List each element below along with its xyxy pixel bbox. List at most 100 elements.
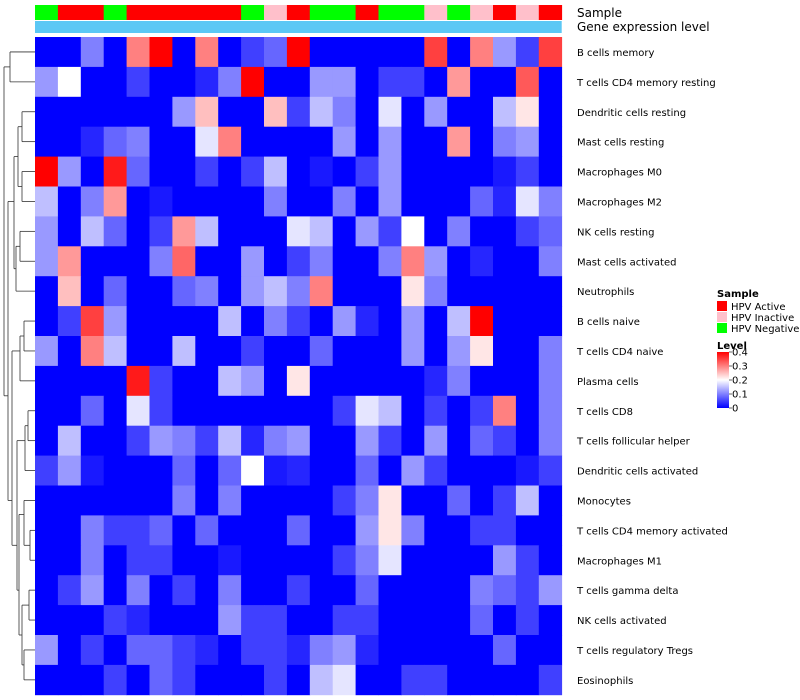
heatmap-cell <box>80 96 105 128</box>
heatmap-cell <box>195 66 219 98</box>
sample-annotation-cell <box>172 5 196 20</box>
heatmap-cell <box>241 336 265 367</box>
sample-annotation-cell <box>309 5 334 20</box>
heatmap-cell <box>126 395 150 427</box>
row-label: NK cells resting <box>577 227 654 238</box>
heatmap-cell <box>424 605 448 636</box>
heatmap-cell <box>264 246 288 277</box>
heatmap-cell <box>57 545 82 576</box>
heatmap-cell <box>103 156 127 187</box>
heatmap-cell <box>126 605 150 636</box>
heatmap-cell <box>126 515 150 546</box>
heatmap-cell <box>538 605 563 636</box>
heatmap-cell <box>515 276 540 307</box>
heatmap-cell <box>538 126 563 157</box>
heatmap-cell <box>309 635 334 666</box>
heatmap-cell <box>378 545 402 576</box>
heatmap-cell <box>470 515 494 546</box>
heatmap-cell <box>355 455 379 486</box>
heatmap-cell <box>493 66 517 98</box>
heatmap-cell <box>35 246 59 277</box>
heatmap-cell <box>309 246 334 277</box>
row-label: T cells CD4 naive <box>576 347 663 358</box>
row-label: T cells follicular helper <box>576 437 691 448</box>
heatmap-cell <box>538 66 563 98</box>
heatmap-cell <box>355 365 379 397</box>
heatmap-cell <box>538 365 563 397</box>
row-dendrogram <box>3 51 35 681</box>
legend-level-title: Level <box>717 341 747 352</box>
heatmap-cell <box>401 545 425 576</box>
heatmap-cell <box>401 216 425 247</box>
heatmap-cell <box>149 276 173 307</box>
heatmap-cell <box>172 545 196 576</box>
heatmap-cell <box>195 515 219 546</box>
heatmap-cell <box>149 365 173 397</box>
heatmap-cell <box>538 156 563 187</box>
heatmap-cell <box>57 306 82 337</box>
heatmap-cell <box>126 96 150 128</box>
heatmap-cell <box>218 395 242 427</box>
heatmap-cell <box>172 96 196 128</box>
heatmap-cell <box>538 425 563 456</box>
heatmap-cell <box>103 365 127 397</box>
heatmap-cell <box>470 336 494 367</box>
legend-level-tick-label: 0.4 <box>732 348 748 359</box>
heatmap-cell <box>378 515 402 546</box>
heatmap-cell <box>493 664 517 696</box>
heatmap-cell <box>447 336 471 367</box>
heatmap-cell <box>286 425 311 456</box>
heatmap-cell <box>378 605 402 636</box>
heatmap-cell <box>538 306 563 337</box>
heatmap-cell <box>470 365 494 397</box>
heatmap-cell <box>218 216 242 247</box>
heatmap-cell <box>35 186 59 217</box>
heatmap-cell <box>103 425 127 456</box>
heatmap-cell <box>309 156 334 187</box>
row-label: T cells CD4 memory activated <box>576 526 728 537</box>
heatmap-cell <box>218 336 242 367</box>
heatmap-cell <box>241 306 265 337</box>
heatmap-cell <box>57 37 82 68</box>
heatmap-cell <box>538 276 563 307</box>
heatmap-cell <box>126 455 150 486</box>
heatmap-cell <box>309 365 334 397</box>
heatmap-cell <box>103 246 127 277</box>
heatmap-cell <box>264 515 288 546</box>
heatmap-cell <box>218 545 242 576</box>
row-label: B cells memory <box>577 48 654 59</box>
heatmap-cell <box>355 216 379 247</box>
heatmap-cell <box>264 605 288 636</box>
heatmap-cell <box>401 575 425 606</box>
heatmap-cell <box>172 664 196 696</box>
row-label: T cells CD4 memory resting <box>576 78 716 89</box>
heatmap-cell <box>332 365 356 397</box>
heatmap-cell <box>103 635 127 666</box>
heatmap-cell <box>470 246 494 277</box>
heatmap-cell <box>447 156 471 187</box>
heatmap-cell <box>309 216 334 247</box>
heatmap-cell <box>493 276 517 307</box>
heatmap-cell <box>447 37 471 68</box>
heatmap-cell <box>286 96 311 128</box>
heatmap-cell <box>470 276 494 307</box>
heatmap-cell <box>80 156 105 187</box>
heatmap-cell <box>172 575 196 606</box>
heatmap-cell <box>515 66 540 98</box>
heatmap-cell <box>515 126 540 157</box>
sample-annotation-label: Sample <box>577 6 622 20</box>
heatmap-cell <box>332 216 356 247</box>
heatmap-cell <box>172 635 196 666</box>
heatmap-cell <box>172 186 196 217</box>
heatmap-cell <box>241 66 265 98</box>
heatmap-cell <box>355 515 379 546</box>
heatmap-cell <box>470 575 494 606</box>
heatmap-cell <box>538 515 563 546</box>
heatmap-cell <box>103 515 127 546</box>
heatmap-cell <box>80 365 105 397</box>
row-label: Eosinophils <box>577 676 633 687</box>
heatmap-cell <box>538 395 563 427</box>
heatmap-cell <box>355 575 379 606</box>
heatmap-cell <box>332 246 356 277</box>
heatmap-cell <box>35 395 59 427</box>
